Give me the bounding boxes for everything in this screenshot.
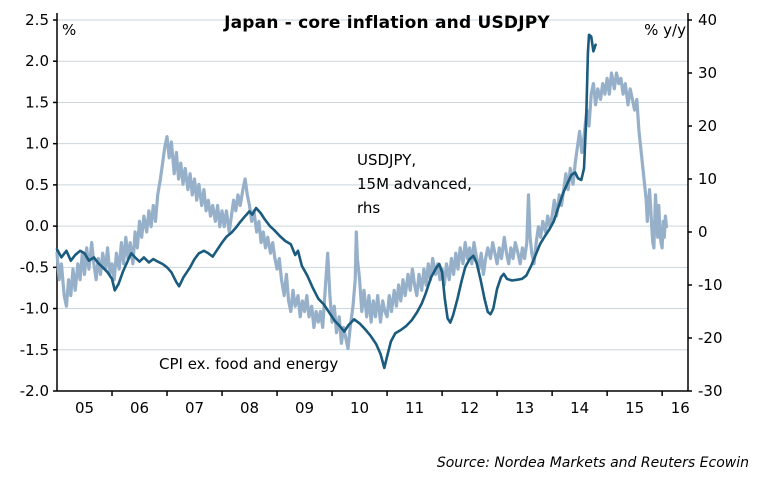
annotation-usdjpy-line-3: rhs: [357, 199, 381, 217]
chart-title: Japan - core inflation and USDJPY: [224, 13, 550, 33]
annotation-cpi-series-label: CPI ex. food and energy: [159, 355, 339, 373]
right-axis-tick-label: -20: [698, 329, 723, 347]
x-axis-year-label: 13: [515, 399, 534, 417]
right-axis-tick-label: 10: [698, 170, 717, 188]
left-axis-tick-label: -1.0: [20, 300, 49, 318]
left-axis-tick-label: -0.5: [20, 258, 49, 276]
x-axis-year-label: 15: [625, 399, 644, 417]
right-axis-tick-label: 0: [698, 223, 708, 241]
right-axis-tick-label: 40: [698, 11, 717, 29]
series-usdjpy-line: [55, 71, 669, 351]
source-note: Source: Nordea Markets and Reuters Ecowi…: [436, 455, 749, 471]
x-axis-year-label: 05: [75, 399, 94, 417]
left-axis-tick-label: 0.0: [25, 217, 49, 235]
x-axis-year-label: 06: [130, 399, 149, 417]
x-axis-year-label: 10: [350, 399, 369, 417]
series-cpi-line: [55, 33, 597, 370]
annotation-usdjpy-line-1: USDJPY,: [357, 151, 417, 169]
left-axis-tick-label: -2.0: [20, 382, 49, 400]
right-axis-unit-label: % y/y: [644, 21, 686, 39]
x-axis-year-label: 14: [570, 399, 589, 417]
right-axis-tick-label: 20: [698, 117, 717, 135]
left-axis-tick-label: 2.0: [25, 52, 49, 70]
annotation-usdjpy-series-label: USDJPY, 15M advanced, rhs: [357, 148, 472, 220]
x-axis-year-label: 16: [671, 399, 690, 417]
right-axis-tick-label: -10: [698, 276, 723, 294]
right-axis-tick-label: -30: [698, 382, 723, 400]
left-axis-tick-label: 2.5: [25, 11, 49, 29]
x-axis-year-label: 12: [460, 399, 479, 417]
x-axis-year-label: 09: [295, 399, 314, 417]
right-axis-tick-label: 30: [698, 64, 717, 82]
left-axis-unit-label: %: [62, 21, 77, 39]
x-axis-year-label: 11: [405, 399, 424, 417]
x-axis-year-label: 08: [240, 399, 259, 417]
left-axis-tick-label: 0.5: [25, 176, 49, 194]
x-axis-year-label: 07: [185, 399, 204, 417]
annotation-usdjpy-line-2: 15M advanced,: [357, 175, 472, 193]
left-axis-tick-label: 1.5: [25, 93, 49, 111]
left-axis-tick-label: 1.0: [25, 135, 49, 153]
left-axis-tick-label: -1.5: [20, 341, 49, 359]
